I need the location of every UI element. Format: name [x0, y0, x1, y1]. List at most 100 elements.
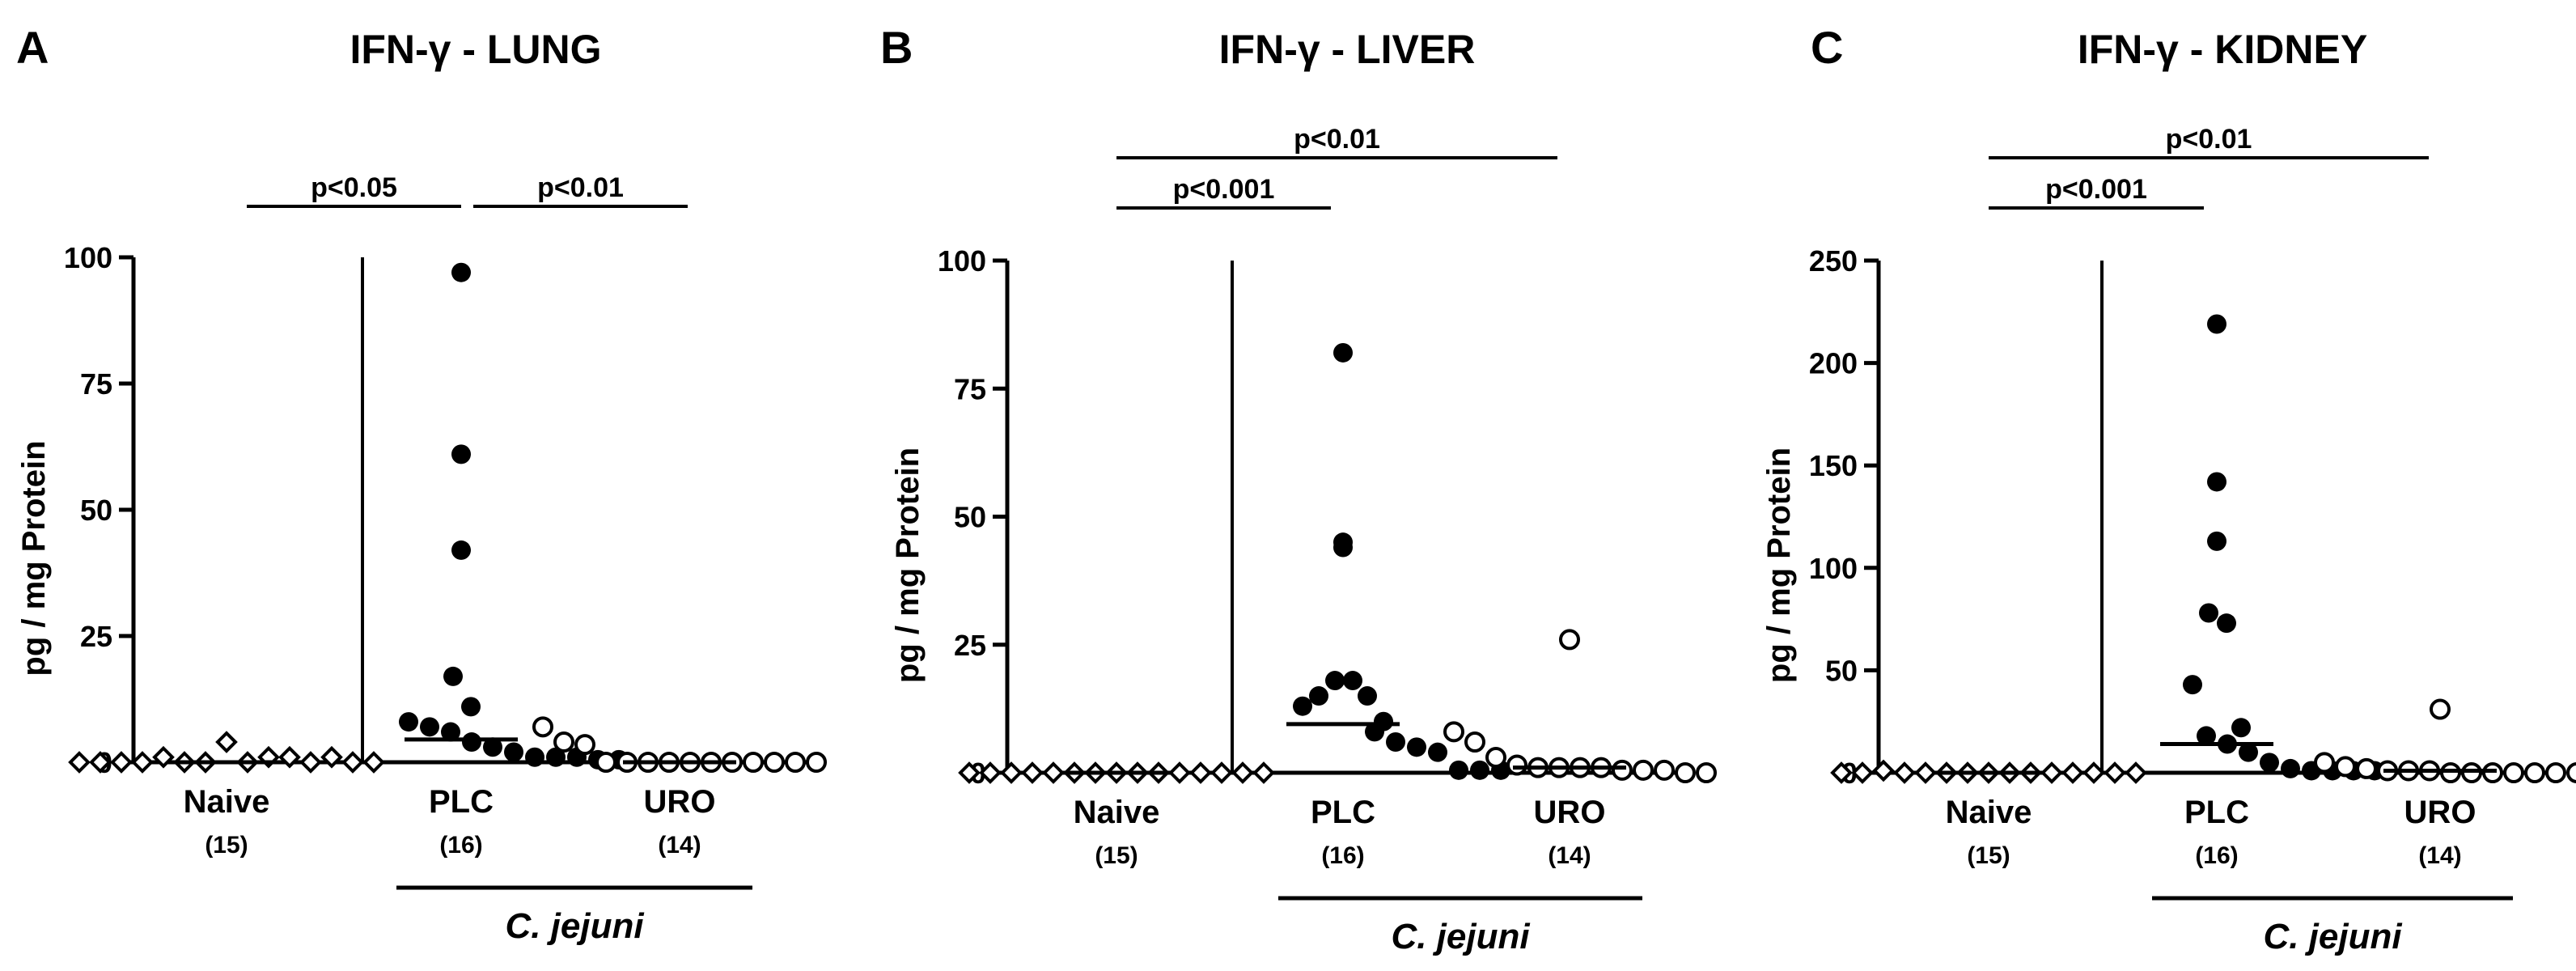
infection-group-label: C. jejuni	[2263, 917, 2402, 956]
data-point-uro	[1464, 731, 1485, 753]
data-point-naive	[1830, 761, 1853, 784]
data-point-plc	[451, 444, 471, 464]
infection-group-label: C. jejuni	[1391, 917, 1530, 956]
data-point-naive	[1252, 761, 1275, 784]
group-n-label: (16)	[1321, 842, 1364, 869]
data-point-naive	[341, 751, 364, 774]
data-point-plc	[2207, 531, 2226, 551]
group-n-label: (15)	[1095, 842, 1138, 869]
significance-label: p<0.001	[1173, 174, 1275, 205]
data-point-naive	[2040, 761, 2063, 784]
data-point-uro	[1559, 629, 1580, 651]
data-point-uro	[553, 731, 574, 753]
data-point-uro	[2356, 757, 2377, 779]
x-tick-label: URO	[644, 784, 716, 820]
data-point-uro	[2524, 762, 2545, 783]
data-point-plc	[2217, 613, 2236, 634]
data-point-naive	[362, 751, 385, 774]
x-tick-label: URO	[1534, 795, 1606, 830]
panel-letter: B	[880, 22, 913, 73]
data-point-plc	[2281, 758, 2300, 778]
data-point-plc	[2231, 718, 2251, 738]
data-point-plc	[2207, 472, 2226, 492]
data-point-plc	[441, 722, 460, 742]
y-tick-label: 250	[1809, 244, 1858, 278]
data-point-uro	[1633, 759, 1654, 781]
y-tick-label: 100	[64, 241, 112, 274]
data-point-naive	[1042, 761, 1065, 784]
data-point-naive	[1021, 761, 1044, 784]
y-tick-label: 50	[1825, 654, 1858, 687]
data-point-naive	[89, 751, 112, 774]
data-point-naive	[2061, 761, 2084, 784]
data-point-uro	[806, 752, 827, 773]
data-point-plc	[546, 747, 566, 767]
data-point-plc	[399, 712, 418, 732]
y-axis-label: pg / mg Protein	[890, 447, 926, 683]
data-point-plc	[1325, 671, 1345, 691]
y-tick-label: 25	[954, 629, 986, 662]
group-n-label: (14)	[2418, 842, 2461, 869]
data-point-plc	[1428, 742, 1447, 762]
data-point-naive	[1851, 761, 1874, 784]
x-tick-label: PLC	[1311, 795, 1375, 830]
data-point-uro	[1654, 759, 1675, 781]
group-n-label: (16)	[2195, 842, 2238, 869]
data-point-uro	[2461, 762, 2482, 783]
data-point-uro	[595, 752, 616, 773]
y-axis-label: pg / mg Protein	[16, 440, 52, 676]
x-tick-label: PLC	[2184, 795, 2249, 830]
data-point-naive	[1168, 761, 1191, 784]
data-point-plc	[420, 717, 439, 737]
data-point-naive	[1231, 761, 1254, 784]
data-point-naive	[68, 751, 91, 774]
data-point-plc	[451, 540, 471, 560]
data-point-plc	[443, 666, 463, 686]
data-point-plc	[1358, 686, 1377, 706]
data-point-naive	[131, 751, 154, 774]
data-point-uro	[2314, 752, 2335, 774]
significance-label: p<0.01	[1294, 124, 1380, 155]
data-point-naive	[2082, 761, 2105, 784]
data-point-uro	[764, 752, 785, 773]
data-point-uro	[574, 734, 595, 756]
data-point-plc	[2260, 753, 2279, 773]
data-point-plc	[1386, 732, 1405, 753]
data-point-plc	[2239, 742, 2258, 762]
data-point-uro	[1612, 759, 1633, 781]
data-point-uro	[1696, 762, 1717, 783]
data-point-naive	[1914, 761, 1937, 784]
chart-title: IFN-γ - LUNG	[350, 27, 601, 72]
data-point-uro	[532, 716, 553, 738]
data-point-naive	[215, 731, 238, 753]
y-tick-label: 200	[1809, 347, 1858, 380]
x-tick-label: Naive	[1946, 795, 2032, 830]
data-point-naive	[1189, 761, 1212, 784]
data-point-uro	[2430, 698, 2451, 720]
y-axis-label: pg / mg Protein	[1761, 447, 1797, 683]
y-tick-label: 50	[80, 494, 112, 527]
significance-label: p<0.001	[2045, 174, 2147, 205]
data-point-uro	[2503, 762, 2524, 783]
data-point-uro	[2335, 756, 2356, 778]
data-point-naive	[1872, 759, 1895, 782]
y-tick-label: 100	[1809, 552, 1858, 585]
y-tick-label: 75	[80, 367, 112, 401]
group-n-label: (14)	[658, 832, 701, 859]
data-point-uro	[2440, 762, 2461, 783]
data-point-plc	[2183, 675, 2202, 695]
y-tick-label: 100	[938, 244, 986, 278]
data-point-uro	[1485, 747, 1506, 769]
data-point-naive	[299, 751, 322, 774]
data-point-plc	[1293, 696, 1312, 716]
data-point-naive	[958, 761, 981, 784]
group-n-label: (15)	[1967, 842, 2010, 869]
data-point-naive	[278, 745, 301, 769]
significance-label: p<0.05	[311, 172, 397, 203]
group-n-label: (16)	[439, 832, 482, 859]
data-point-naive	[320, 745, 343, 769]
significance-label: p<0.01	[537, 172, 624, 203]
